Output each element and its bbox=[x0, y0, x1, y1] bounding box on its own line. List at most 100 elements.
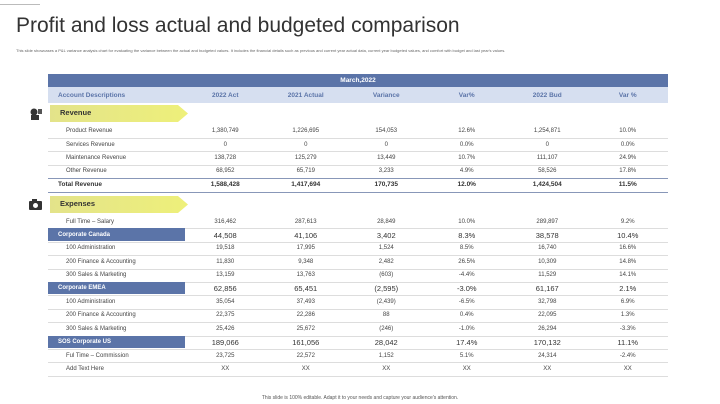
cell-value: 61,167 bbox=[535, 284, 559, 294]
cell-value: 26,294 bbox=[538, 325, 557, 332]
cell-value: 25,672 bbox=[296, 325, 315, 332]
period-header: March,2022 bbox=[48, 74, 668, 87]
cell-value: 11.5% bbox=[618, 181, 637, 189]
cell-value: 0 bbox=[223, 141, 227, 148]
row-label: 200 Finance & Accounting bbox=[66, 312, 136, 319]
cell-value: 22,375 bbox=[216, 312, 235, 319]
row-label: 100 Administration bbox=[66, 245, 116, 252]
cell-value: 41,106 bbox=[294, 230, 318, 240]
row-rule bbox=[48, 375, 668, 377]
cell-value: 1,588,428 bbox=[210, 181, 240, 189]
row-rule bbox=[48, 349, 668, 350]
cell-value: 35,054 bbox=[216, 299, 235, 306]
cell-value: 10.0% bbox=[458, 218, 476, 225]
cell-value: (603) bbox=[379, 272, 394, 279]
cell-value: 22,572 bbox=[296, 352, 315, 359]
cell-value: (2,439) bbox=[376, 299, 396, 306]
cell-value: 1,524 bbox=[378, 245, 394, 252]
cell-value: 9.2% bbox=[620, 218, 635, 225]
cell-value: 65,719 bbox=[296, 168, 315, 175]
cell-value: 1,226,695 bbox=[292, 128, 320, 135]
cell-value: XX bbox=[462, 366, 471, 373]
cell-value: 12.0% bbox=[457, 181, 476, 189]
row-label: Add Text Here bbox=[66, 366, 104, 373]
cell-value: 26.5% bbox=[458, 258, 476, 265]
cell-value: 0 bbox=[545, 141, 549, 148]
cell-value: -6.5% bbox=[458, 299, 475, 306]
column-header: 2022 Act bbox=[185, 87, 266, 103]
subtitle: This slide showcases a P&L variance anal… bbox=[16, 48, 506, 53]
cell-value: 58,526 bbox=[538, 168, 557, 175]
cell-value: 16,740 bbox=[538, 245, 557, 252]
row-label: Total Revenue bbox=[58, 181, 102, 189]
cell-value: 1,254,871 bbox=[533, 128, 561, 135]
cell-value: 8.3% bbox=[458, 230, 476, 240]
cell-value: XX bbox=[543, 366, 552, 373]
cell-value: 23,725 bbox=[216, 352, 235, 359]
row-rule bbox=[48, 295, 668, 296]
cell-value: -4.4% bbox=[458, 272, 475, 279]
cell-value: 32,798 bbox=[538, 299, 557, 306]
cell-value: 2,482 bbox=[378, 258, 394, 265]
column-header: Account Descriptions bbox=[48, 87, 185, 103]
cell-value: 25,426 bbox=[216, 325, 235, 332]
cell-value: 0 bbox=[304, 141, 308, 148]
row-rule bbox=[48, 335, 668, 337]
cell-value: 0.0% bbox=[459, 141, 474, 148]
cell-value: 161,056 bbox=[292, 337, 320, 347]
cell-value: 10,309 bbox=[538, 258, 557, 265]
cell-value: 170,132 bbox=[533, 337, 561, 347]
cell-value: -1.0% bbox=[458, 325, 475, 332]
cell-value: 13,159 bbox=[216, 272, 235, 279]
cell-value: 10.7% bbox=[458, 154, 476, 161]
column-header: 2021 Actual bbox=[265, 87, 346, 103]
row-label: 300 Sales & Marketing bbox=[66, 272, 127, 279]
cell-value: 13,763 bbox=[296, 272, 315, 279]
row-label: 100 Administration bbox=[66, 299, 116, 306]
row-label: 200 Finance & Accounting bbox=[66, 258, 136, 265]
cell-value: 14.1% bbox=[619, 272, 637, 279]
revenue-icon bbox=[30, 108, 42, 120]
row-label: Services Revenue bbox=[66, 141, 115, 148]
cell-value: XX bbox=[623, 366, 632, 373]
row-rule bbox=[48, 164, 668, 166]
cell-value: 14.8% bbox=[619, 258, 637, 265]
cell-value: 65,451 bbox=[294, 284, 318, 294]
cell-value: 154,053 bbox=[375, 128, 398, 135]
row-label: Full Time – Salary bbox=[66, 218, 115, 225]
cell-value: 125,279 bbox=[294, 154, 317, 161]
cell-value: 38,578 bbox=[535, 230, 559, 240]
cell-value: 5.1% bbox=[459, 352, 474, 359]
column-header: Var% bbox=[426, 87, 507, 103]
cell-value: 1,424,504 bbox=[532, 181, 562, 189]
cell-value: -3.0% bbox=[456, 284, 477, 294]
cell-value: 11,529 bbox=[538, 272, 557, 279]
cell-value: 6.9% bbox=[620, 299, 635, 306]
row-label: Other Revenue bbox=[66, 168, 107, 175]
cell-value: 1,380,749 bbox=[211, 128, 239, 135]
cell-value: 10.0% bbox=[619, 128, 637, 135]
cell-value: 170,735 bbox=[374, 181, 399, 189]
cell-value: 1.3% bbox=[620, 312, 635, 319]
section-banner bbox=[50, 105, 188, 122]
cell-value: 68,952 bbox=[216, 168, 235, 175]
cell-value: 22,286 bbox=[296, 312, 315, 319]
cell-value: 0.4% bbox=[459, 312, 474, 319]
cell-value: 9,348 bbox=[298, 258, 314, 265]
cell-value: 37,493 bbox=[296, 299, 315, 306]
cell-value: 19,518 bbox=[216, 245, 235, 252]
row-label: Ful Time – Commission bbox=[66, 352, 129, 359]
cell-value: 16.6% bbox=[619, 245, 637, 252]
row-label: Corporate EMEA bbox=[48, 282, 185, 295]
row-rule bbox=[48, 228, 668, 229]
section-banner bbox=[50, 195, 188, 213]
cell-value: 138,728 bbox=[214, 154, 237, 161]
cell-value: 1,417,694 bbox=[291, 181, 321, 189]
cell-value: 316,462 bbox=[214, 218, 237, 225]
cell-value: 289,897 bbox=[536, 218, 559, 225]
row-label: Corporate Canada bbox=[48, 228, 185, 241]
cell-value: 44,508 bbox=[213, 230, 237, 240]
cell-value: 4.9% bbox=[459, 168, 474, 175]
row-label: SOS Corporate US bbox=[48, 335, 185, 348]
